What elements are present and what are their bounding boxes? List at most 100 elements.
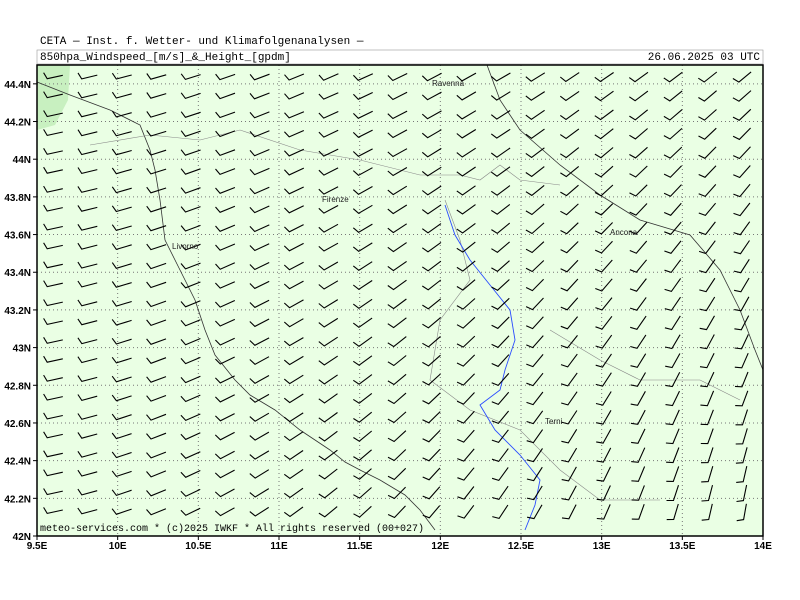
- wind-barb: [457, 448, 475, 462]
- wind-barb: [111, 148, 132, 156]
- wind-barb: [631, 504, 645, 520]
- wind-barb: [318, 506, 338, 518]
- footer: meteo-services.com * (c)2025 IWKF * All …: [40, 523, 424, 535]
- wind-barb: [700, 371, 715, 388]
- city-label: Livorno: [172, 242, 199, 251]
- wind-barb: [283, 242, 304, 252]
- wind-barb: [387, 204, 408, 215]
- wind-barb: [698, 90, 717, 102]
- wind-barb: [630, 353, 647, 368]
- y-tick-label: 42.4N: [4, 457, 31, 468]
- wind-barb: [596, 428, 612, 444]
- wind-barb: [214, 507, 235, 517]
- wind-barb: [594, 147, 614, 159]
- wind-barb: [43, 91, 63, 99]
- wind-barb: [318, 393, 338, 404]
- wind-barb: [215, 149, 236, 157]
- wind-barb: [456, 260, 476, 272]
- wind-barb: [353, 92, 373, 100]
- wind-barb: [249, 412, 270, 422]
- wind-barb: [560, 165, 580, 178]
- wind-barb: [146, 338, 167, 345]
- wind-barb: [735, 447, 748, 464]
- wind-barb: [664, 278, 682, 293]
- wind-barb: [735, 428, 748, 445]
- wind-barb: [43, 469, 63, 477]
- wind-barb: [700, 428, 714, 445]
- wind-barb: [422, 354, 441, 367]
- wind-barb: [664, 296, 681, 312]
- header-title: CETA — Inst. f. Wetter- und Klimafolgena…: [40, 36, 364, 48]
- wind-barb: [215, 92, 236, 100]
- wind-barb: [283, 431, 304, 442]
- wind-barb: [77, 507, 98, 515]
- wind-barb: [283, 261, 304, 271]
- wind-barb: [180, 206, 201, 213]
- wind-barb: [525, 316, 544, 330]
- wind-barb: [421, 260, 442, 272]
- wind-barb: [146, 281, 167, 289]
- wind-barb: [146, 130, 167, 137]
- wind-barb: [249, 167, 270, 176]
- wind-barb: [249, 450, 270, 460]
- wind-barb: [214, 450, 235, 460]
- wind-barb: [352, 204, 373, 214]
- wind-barb: [526, 410, 544, 425]
- wind-barb: [111, 413, 132, 421]
- wind-barb: [318, 412, 338, 423]
- wind-barb: [353, 449, 372, 461]
- wind-barb: [77, 469, 98, 477]
- wind-barb: [249, 130, 270, 138]
- wind-barb: [214, 281, 236, 289]
- wind-barb: [698, 240, 716, 255]
- wind-barb: [318, 167, 339, 176]
- wind-barb: [146, 470, 167, 478]
- wind-barb: [111, 337, 132, 345]
- wind-barb: [699, 353, 715, 369]
- wind-barb: [352, 129, 373, 138]
- wind-barb: [491, 410, 510, 425]
- wind-barb: [249, 356, 270, 365]
- wind-barb: [596, 466, 611, 482]
- wind-barb: [631, 447, 646, 463]
- wind-barb: [111, 262, 132, 269]
- wind-barb: [595, 353, 612, 368]
- wind-barb: [43, 355, 63, 363]
- y-tick-label: 42N: [13, 532, 31, 543]
- wind-barb: [318, 73, 339, 81]
- wind-barb: [456, 241, 476, 253]
- map-frame: [36, 64, 764, 537]
- wind-barb: [43, 337, 63, 344]
- y-tick-label: 42.2N: [4, 494, 31, 505]
- wind-barb: [318, 148, 339, 157]
- wind-barb: [525, 128, 545, 139]
- wind-barb: [664, 334, 681, 350]
- wind-barb: [525, 184, 545, 197]
- wind-barb: [560, 353, 578, 368]
- x-tick-label: 13E: [593, 541, 611, 552]
- wind-barb: [111, 281, 132, 288]
- wind-barb: [526, 504, 543, 520]
- wind-barb: [318, 129, 339, 138]
- wind-barb: [701, 503, 713, 521]
- wind-barb: [146, 148, 167, 156]
- wind-barb: [629, 109, 649, 121]
- wind-barb: [318, 355, 339, 366]
- wind-barb: [665, 428, 680, 445]
- wind-barb: [43, 72, 63, 80]
- wind-barb: [180, 394, 201, 403]
- wind-barb: [456, 166, 476, 177]
- wind-barb: [699, 315, 715, 331]
- wind-barb: [456, 185, 476, 196]
- wind-barb: [560, 316, 579, 330]
- wind-barb: [43, 204, 63, 212]
- wind-barb: [701, 484, 714, 502]
- wind-barb: [559, 109, 580, 121]
- wind-barb: [561, 447, 578, 463]
- wind-barb: [456, 204, 476, 215]
- wind-barb: [180, 243, 201, 251]
- wind-barb: [491, 354, 510, 368]
- wind-barb: [526, 485, 543, 501]
- wind-barb: [734, 371, 749, 388]
- wind-barb: [387, 449, 407, 462]
